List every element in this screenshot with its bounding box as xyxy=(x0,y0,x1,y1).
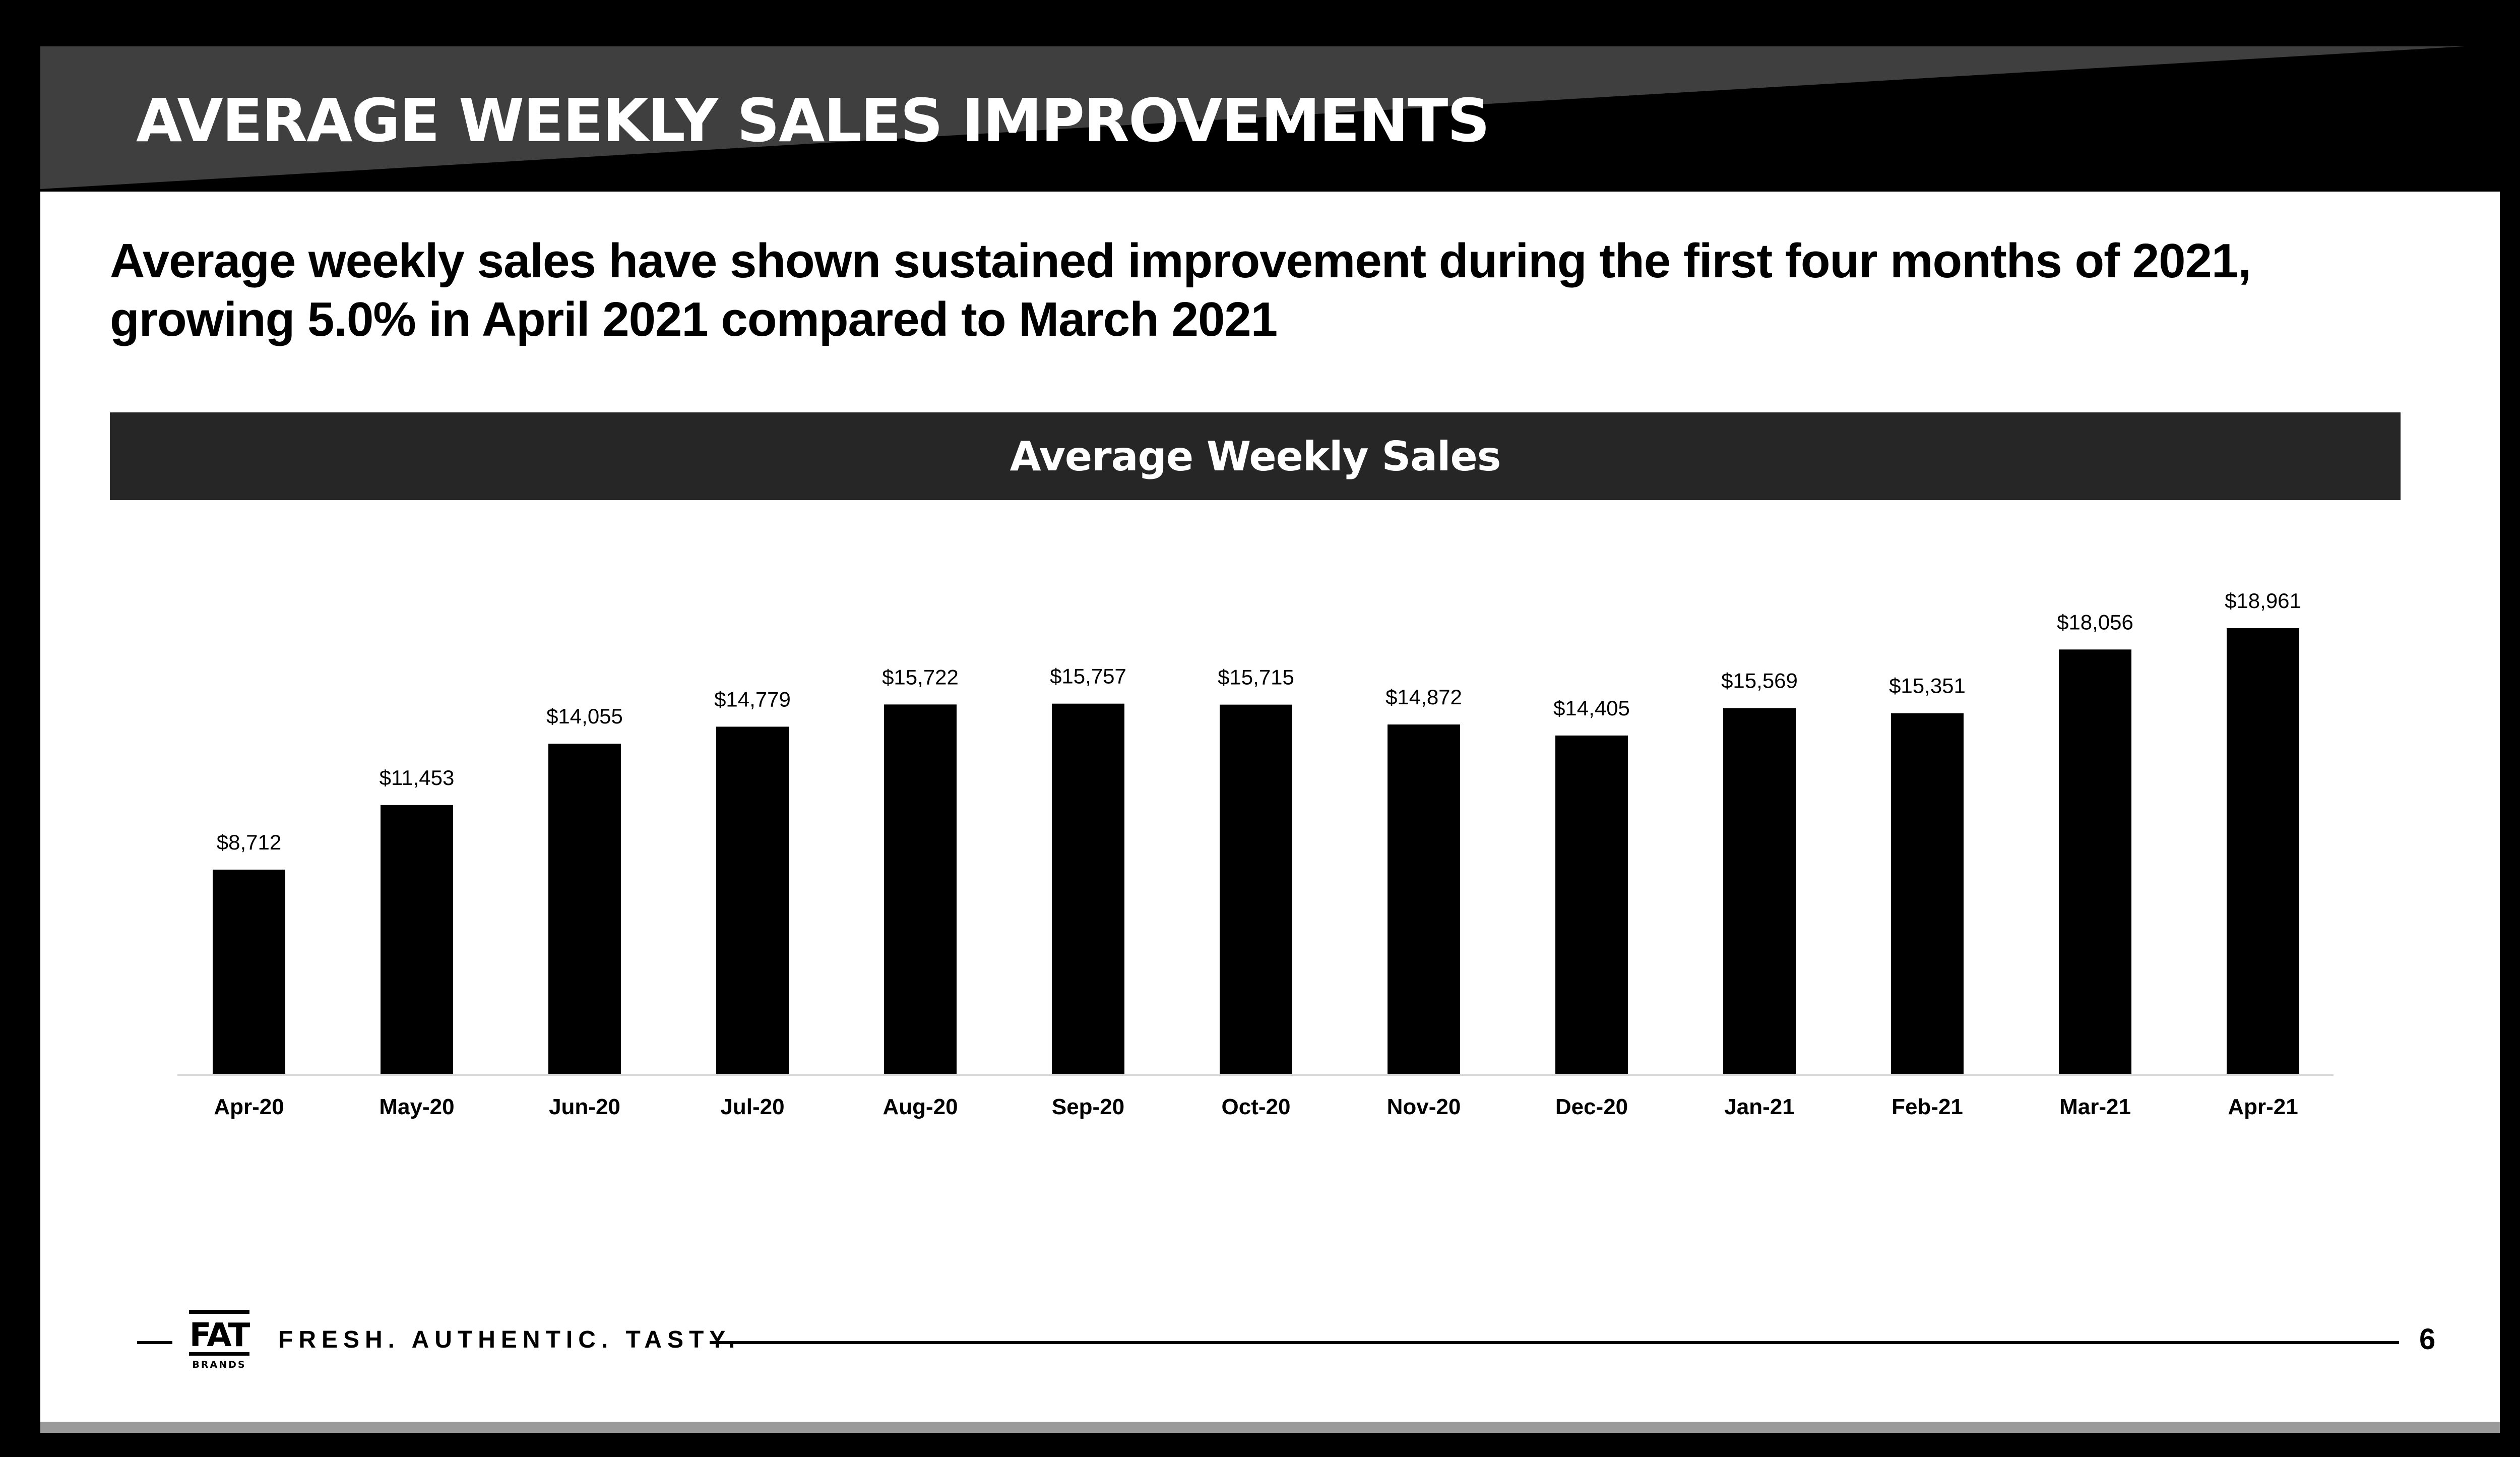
data-label-may-20: $11,453 xyxy=(380,766,455,790)
bar-jan-21 xyxy=(1723,708,1796,1075)
bar-oct-20 xyxy=(1220,704,1292,1075)
x-tick-label-apr-21: Apr-21 xyxy=(2228,1095,2298,1119)
page-subtitle: Average weekly sales have shown sustaine… xyxy=(110,232,2378,349)
x-tick-label-mar-21: Mar-21 xyxy=(2059,1095,2131,1119)
data-label-mar-21: $18,056 xyxy=(2057,610,2133,634)
chart-title: Average Weekly Sales xyxy=(1010,433,1501,480)
bar-mar-21 xyxy=(2059,649,2131,1075)
data-label-aug-20: $15,722 xyxy=(882,665,959,689)
x-tick-label-jan-21: Jan-21 xyxy=(1724,1095,1794,1119)
data-label-oct-20: $15,715 xyxy=(1218,665,1294,689)
bar-jul-20 xyxy=(716,726,789,1075)
data-label-apr-21: $18,961 xyxy=(2225,589,2301,613)
data-label-jun-20: $14,055 xyxy=(546,704,623,728)
page-number: 6 xyxy=(2419,1323,2436,1356)
data-label-dec-20: $14,405 xyxy=(1553,696,1630,720)
subtitle-line-1: Average weekly sales have shown sustaine… xyxy=(110,234,2251,288)
page-title: AVERAGE WEEKLY SALES IMPROVEMENTS xyxy=(136,86,1490,155)
bar-aug-20 xyxy=(884,704,957,1075)
x-tick-label-feb-21: Feb-21 xyxy=(1892,1095,1963,1119)
footer-left-dash xyxy=(137,1341,172,1344)
data-label-sep-20: $15,757 xyxy=(1050,664,1126,688)
x-tick-label-jun-20: Jun-20 xyxy=(549,1095,620,1119)
bottom-grey-bar xyxy=(40,1422,2500,1433)
header-grey-wedge xyxy=(40,46,2465,189)
bar-dec-20 xyxy=(1555,735,1628,1075)
footer-rule xyxy=(710,1341,2399,1344)
data-label-feb-21: $15,351 xyxy=(1889,674,1966,698)
data-label-jan-21: $15,569 xyxy=(1721,669,1798,692)
chart-title-band: Average Weekly Sales xyxy=(110,412,2401,500)
fat-brands-logo: FAT BRANDS xyxy=(189,1310,251,1370)
x-tick-label-apr-20: Apr-20 xyxy=(214,1095,284,1119)
data-labels-layer: $8,712 $11,453 $14,055 $14,779 $15,722 $15,75… xyxy=(217,589,2301,854)
x-tick-label-jul-20: Jul-20 xyxy=(720,1095,784,1119)
data-label-apr-20: $8,712 xyxy=(217,830,281,854)
header-banner xyxy=(0,0,2520,192)
bar-nov-20 xyxy=(1388,724,1460,1075)
x-tick-labels-layer: Apr-20 May-20 Jun-20 Jul-20 Aug-20 Sep-20 Oct-… xyxy=(214,1095,2298,1119)
x-tick-label-may-20: May-20 xyxy=(379,1095,454,1119)
subtitle-line-2: growing 5.0% in April 2021 compared to M… xyxy=(110,292,1278,346)
x-tick-label-nov-20: Nov-20 xyxy=(1387,1095,1461,1119)
x-tick-label-sep-20: Sep-20 xyxy=(1052,1095,1124,1119)
x-tick-label-aug-20: Aug-20 xyxy=(883,1095,958,1119)
x-tick-label-oct-20: Oct-20 xyxy=(1222,1095,1291,1119)
bar-jun-20 xyxy=(548,744,621,1075)
svg-text:BRANDS: BRANDS xyxy=(192,1359,246,1370)
bar-apr-21 xyxy=(2227,628,2299,1075)
bar-apr-20 xyxy=(213,869,285,1075)
svg-text:FAT: FAT xyxy=(190,1317,250,1354)
bar-may-20 xyxy=(381,805,453,1075)
data-label-jul-20: $14,779 xyxy=(714,687,791,711)
bar-sep-20 xyxy=(1052,703,1124,1075)
bars-layer xyxy=(213,628,2299,1075)
data-label-nov-20: $14,872 xyxy=(1385,685,1462,709)
x-tick-label-dec-20: Dec-20 xyxy=(1555,1095,1628,1119)
bar-feb-21 xyxy=(1891,713,1964,1075)
footer-tagline: FRESH. AUTHENTIC. TASTY. xyxy=(278,1326,741,1353)
